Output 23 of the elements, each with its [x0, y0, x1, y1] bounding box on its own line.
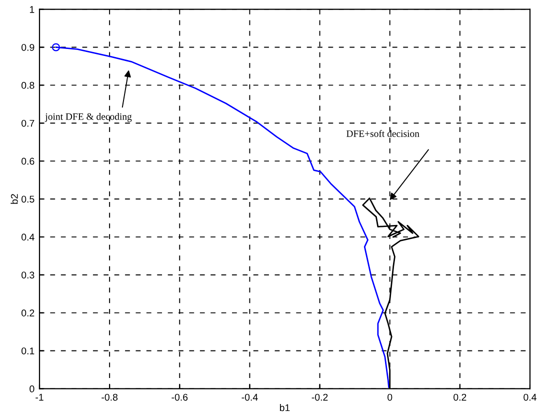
y-tick-label: 1 [30, 6, 34, 13]
y-axis-title: b2 [10, 194, 18, 204]
x-tick-label: -0.8 [102, 394, 118, 401]
y-tick-label: 0.5 [22, 196, 34, 203]
x-tick-label: 0 [388, 394, 392, 401]
y-tick-label: 0.8 [22, 82, 34, 89]
x-tick-label: -1 [36, 394, 44, 401]
x-tick-label: -0.6 [172, 394, 188, 401]
y-tick-label: 0 [30, 385, 34, 392]
x-tick-label: 0.2 [454, 394, 466, 401]
x-tick-label: 0.4 [524, 394, 536, 401]
y-tick-label: 0.4 [22, 234, 34, 241]
x-axis-title: b1 [280, 404, 290, 412]
annotation: DFE+soft decision [346, 130, 420, 137]
annotation: joint DFE & decoding [44, 113, 132, 122]
y-tick-label: 0.7 [22, 120, 34, 127]
x-tick-label: -0.4 [242, 394, 258, 401]
y-tick-label: 0.3 [22, 272, 34, 278]
y-tick-label: 0.6 [22, 158, 34, 165]
y-tick-label: 0.1 [22, 347, 34, 354]
x-tick-label: -0.2 [312, 394, 328, 401]
y-tick-label: 0.2 [22, 310, 34, 316]
y-tick-label: 0.9 [22, 44, 34, 51]
